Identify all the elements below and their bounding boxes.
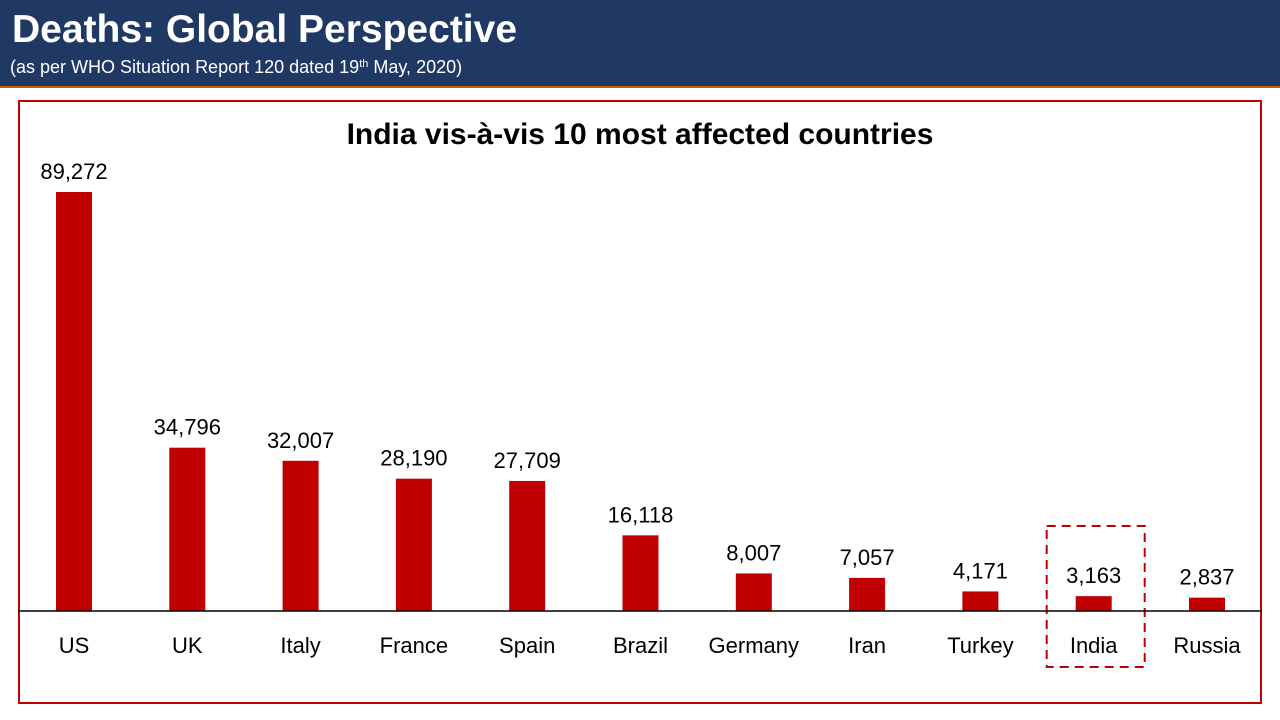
chart-title: India vis-à-vis 10 most affected countri… [346,118,934,151]
category-label-spain: Spain [499,633,555,658]
bar-uk [169,447,206,611]
category-label-us: US [59,633,90,658]
value-label-spain: 27,709 [494,448,561,473]
category-label-germany: Germany [709,633,799,658]
bar-us [56,192,92,611]
category-label-italy: Italy [280,633,320,658]
value-label-france: 28,190 [380,446,447,471]
category-label-iran: Iran [848,633,886,658]
bar-france [395,478,432,611]
value-label-iran: 7,057 [840,545,895,570]
value-label-us: 89,272 [40,159,107,184]
subtitle-superscript: th [359,58,369,70]
bar-brazil [622,535,659,611]
bar-italy [282,460,319,611]
bar-turkey [962,591,999,611]
header-bar: Deaths: Global Perspective (as per WHO S… [0,0,1280,88]
category-label-india: India [1070,633,1118,658]
subtitle-text-end: May, 2020) [368,57,463,77]
category-label-turkey: Turkey [947,633,1013,658]
bar-germany [735,573,772,611]
value-label-italy: 32,007 [267,428,334,453]
subtitle-text: (as per WHO Situation Report 120 dated 1… [10,57,360,77]
value-label-brazil: 16,118 [608,502,674,527]
highlight-box-india [1045,525,1146,668]
bar-iran [849,577,886,611]
value-label-germany: 8,007 [726,540,781,565]
category-label-uk: UK [172,633,203,658]
category-label-france: France [380,633,448,658]
value-label-turkey: 4,171 [953,558,1008,583]
value-label-russia: 2,837 [1179,565,1234,590]
bar-russia [1189,597,1225,611]
bar-spain [509,480,546,611]
value-label-india: 3,163 [1066,563,1121,588]
page-title: Deaths: Global Perspective [12,8,518,51]
value-label-uk: 34,796 [154,415,221,440]
page-subtitle: (as per WHO Situation Report 120 dated 1… [10,57,462,78]
bar-india [1075,596,1112,611]
category-label-russia: Russia [1173,633,1241,658]
category-label-brazil: Brazil [613,633,668,658]
chart-frame [18,100,1262,704]
